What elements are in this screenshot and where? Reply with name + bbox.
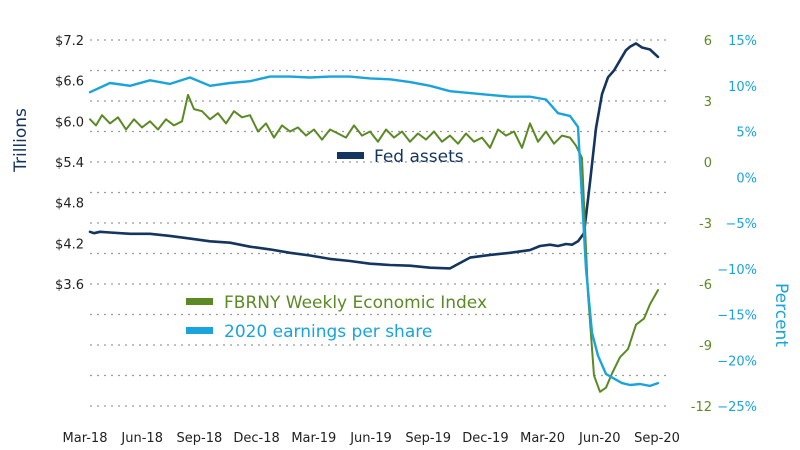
legend-label-eps: 2020 earnings per share xyxy=(224,322,432,342)
series-line-2020-earnings-per-share xyxy=(88,75,660,388)
right-percent-tick-label: 0% xyxy=(736,171,757,186)
gridlines xyxy=(90,39,670,407)
left-tick-label: $3.6 xyxy=(55,278,84,293)
x-tick-label: Dec-19 xyxy=(462,431,508,446)
left-tick-label: $5.4 xyxy=(55,156,84,171)
x-tick-label: Sep-20 xyxy=(634,431,680,446)
legend-swatch-fed-assets xyxy=(337,152,364,159)
series-line-fed-assets xyxy=(88,42,660,270)
left-tick-label: $4.2 xyxy=(55,237,84,252)
right-index-tick-label: -6 xyxy=(699,278,712,293)
x-tick-label: Sep-18 xyxy=(177,431,223,446)
left-tick-label: $6.0 xyxy=(55,115,84,130)
legend-swatch-fbrny xyxy=(186,298,213,305)
right-percent-tick-label: 5% xyxy=(736,126,757,141)
legend-swatch-eps xyxy=(186,327,213,334)
series-line-fbrny-weekly-economic-index xyxy=(89,93,659,393)
x-tick-label: Jun-20 xyxy=(578,431,621,446)
right-index-tick-label: -12 xyxy=(691,400,712,415)
left-axis-title: Trillions xyxy=(11,108,31,173)
x-tick-label: Jun-19 xyxy=(349,431,392,446)
right-percent-tick-label: −20% xyxy=(717,354,757,369)
right-index-tick-label: -3 xyxy=(699,217,712,232)
right-index-tick-label: 0 xyxy=(704,156,712,171)
series-lines xyxy=(88,42,660,393)
right-percent-tick-label: −10% xyxy=(717,263,757,278)
right-index-tick-label: 6 xyxy=(704,34,712,49)
left-axis-ticks: $3.6 $4.2 $4.8 $5.4 $6.0 $6.6 $7.2 xyxy=(55,34,84,293)
x-tick-label: Sep-19 xyxy=(405,431,451,446)
right-axis-title: Percent xyxy=(771,283,791,347)
left-tick-label: $6.6 xyxy=(55,75,84,90)
right-percent-axis-ticks: 15% 10% 5% 0% −5% −10% −15% −20% −25% xyxy=(717,34,757,415)
legend-label-fbrny: FBRNY Weekly Economic Index xyxy=(224,293,487,313)
x-tick-label: Mar-18 xyxy=(63,431,108,446)
x-tick-label: Mar-20 xyxy=(520,431,565,446)
right-percent-tick-label: 15% xyxy=(728,34,757,49)
right-index-tick-label: 3 xyxy=(704,95,712,110)
legend: Fed assets FBRNY Weekly Economic Index 2… xyxy=(186,147,487,342)
right-index-tick-label: -9 xyxy=(699,339,712,354)
right-percent-tick-label: −15% xyxy=(717,309,757,324)
left-tick-label: $7.2 xyxy=(55,34,84,49)
x-axis-ticks: Mar-18 Jun-18 Sep-18 Dec-18 Mar-19 Jun-19 Sep-… xyxy=(63,431,680,446)
x-tick-label: Dec-18 xyxy=(233,431,279,446)
right-percent-tick-label: 10% xyxy=(728,80,757,95)
left-tick-label: $4.8 xyxy=(55,197,84,212)
legend-label-fed-assets: Fed assets xyxy=(374,147,464,167)
right-index-axis-ticks: 6 3 0 -3 -6 -9 -12 xyxy=(691,34,712,415)
x-tick-label: Jun-18 xyxy=(120,431,163,446)
x-tick-label: Mar-19 xyxy=(291,431,336,446)
right-percent-tick-label: −25% xyxy=(717,400,757,415)
right-percent-tick-label: −5% xyxy=(725,217,757,232)
